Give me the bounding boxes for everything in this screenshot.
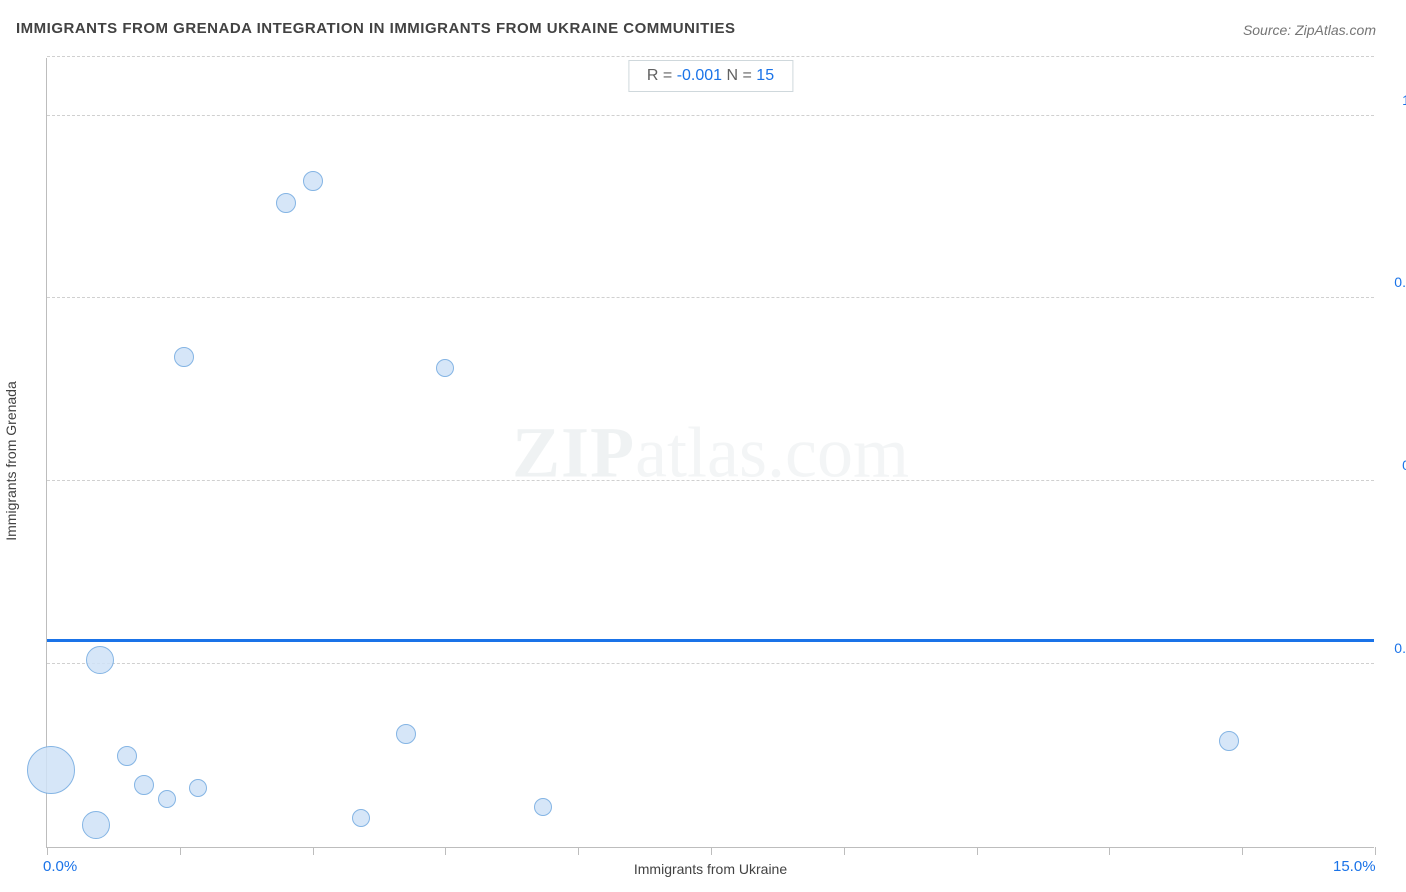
gridline [47, 115, 1374, 116]
x-axis-label: Immigrants from Ukraine [634, 861, 787, 877]
watermark: ZIPatlas.com [512, 411, 909, 494]
data-point [352, 809, 370, 827]
data-point [436, 359, 454, 377]
data-point [1219, 731, 1239, 751]
x-end-label: 0.0% [43, 858, 77, 875]
data-point [276, 193, 296, 213]
x-tick [711, 847, 712, 855]
x-tick [1109, 847, 1110, 855]
data-point [134, 775, 154, 795]
data-point [86, 646, 114, 674]
y-tick-label: 0.25% [1384, 640, 1406, 656]
y-tick-label: 0.75% [1384, 274, 1406, 290]
data-point [189, 779, 207, 797]
data-point [158, 790, 176, 808]
y-tick-label: 0.5% [1384, 457, 1406, 473]
gridline [47, 480, 1374, 481]
trendline [47, 639, 1374, 642]
data-point [117, 746, 137, 766]
x-tick [844, 847, 845, 855]
r-label: R = [647, 67, 677, 84]
x-tick [313, 847, 314, 855]
data-point [82, 811, 110, 839]
y-axis-label: Immigrants from Grenada [3, 381, 19, 541]
y-tick-label: 1.0% [1384, 92, 1406, 108]
source-attribution: Source: ZipAtlas.com [1243, 22, 1376, 38]
stats-box: R = -0.001 N = 15 [628, 60, 793, 92]
data-point [396, 724, 416, 744]
scatter-plot: ZIPatlas.com R = -0.001 N = 15 0.25%0.5%… [46, 58, 1374, 848]
x-end-label: 15.0% [1333, 858, 1376, 875]
data-point [534, 798, 552, 816]
x-tick [977, 847, 978, 855]
x-tick [180, 847, 181, 855]
data-point [303, 171, 323, 191]
r-value: -0.001 [677, 67, 722, 84]
x-tick [1242, 847, 1243, 855]
gridline [47, 56, 1374, 57]
data-point [174, 347, 194, 367]
n-value: 15 [756, 67, 774, 84]
gridline [47, 297, 1374, 298]
x-tick [578, 847, 579, 855]
chart-title: IMMIGRANTS FROM GRENADA INTEGRATION IN I… [16, 20, 735, 37]
n-label: N = [722, 67, 756, 84]
x-tick [445, 847, 446, 855]
x-tick [47, 847, 48, 855]
x-tick [1375, 847, 1376, 855]
data-point [27, 746, 75, 794]
gridline [47, 663, 1374, 664]
